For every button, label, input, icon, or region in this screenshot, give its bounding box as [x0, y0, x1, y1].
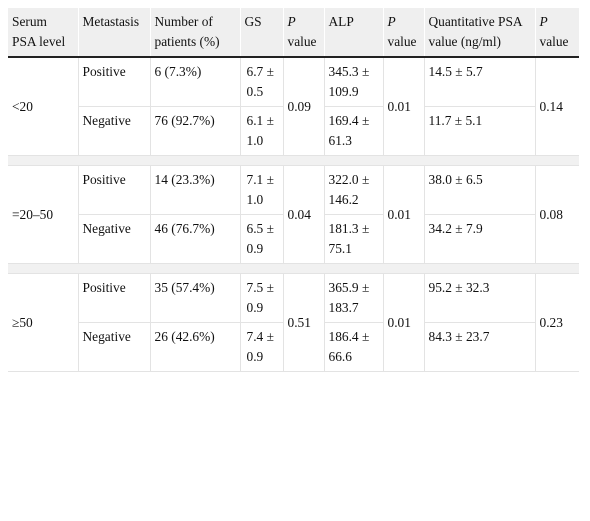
metastasis-cell: Positive — [78, 165, 151, 215]
metastasis-cell: Negative — [78, 106, 151, 156]
table-row: Negative 26 (42.6%) 7.4 ± 0.9 186.4 ± 66… — [8, 322, 579, 372]
gs-cell: 7.4 ± 0.9 — [240, 322, 284, 372]
p-value-alp-cell: 0.01 — [383, 165, 425, 264]
metastasis-cell: Negative — [78, 322, 151, 372]
metastasis-cell: Positive — [78, 57, 151, 107]
gs-cell: 6.1 ± 1.0 — [240, 106, 284, 156]
table-row: =20–50 Positive 14 (23.3%) 7.1 ± 1.0 0.0… — [8, 165, 579, 264]
header-metastasis: Metastasis — [78, 8, 151, 57]
table-row: Negative 46 (76.7%) 6.5 ± 0.9 181.3 ± 75… — [8, 214, 579, 264]
header-p-value-alp: P value — [383, 8, 425, 57]
p-italic: P — [287, 14, 296, 29]
p-value-alp-cell: 0.01 — [383, 57, 425, 156]
p-value-gs-cell: 0.09 — [283, 57, 325, 156]
serum-psa-level-cell: ≥50 — [8, 273, 79, 372]
header-gs: GS — [240, 8, 284, 57]
psa-value-cell: 34.2 ± 7.9 — [424, 214, 536, 264]
p-value-gs-cell: 0.51 — [283, 273, 325, 372]
header-p-value-gs: P value — [283, 8, 325, 57]
serum-psa-level-cell: <20 — [8, 57, 79, 156]
header-p-value-psa: P value — [535, 8, 579, 57]
table-body: <20 Positive 6 (7.3%) 6.7 ± 0.5 0.09 345… — [8, 57, 579, 372]
table-row: ≥50 Positive 35 (57.4%) 7.5 ± 0.9 0.51 3… — [8, 273, 579, 372]
group-separator — [8, 263, 579, 274]
gs-cell: 6.5 ± 0.9 — [240, 214, 284, 264]
alp-cell: 365.9 ± 183.7 — [324, 273, 384, 323]
separator-cell — [8, 263, 579, 274]
patients-cell: 76 (92.7%) — [150, 106, 241, 156]
serum-psa-level-cell: =20–50 — [8, 165, 79, 264]
alp-cell: 169.4 ± 61.3 — [324, 106, 384, 156]
p-italic: P — [387, 14, 396, 29]
gs-cell: 7.5 ± 0.9 — [240, 273, 284, 323]
separator-cell — [8, 155, 579, 166]
table-row: <20 Positive 6 (7.3%) 6.7 ± 0.5 0.09 345… — [8, 57, 579, 156]
psa-value-cell: 95.2 ± 32.3 — [424, 273, 536, 323]
patients-cell: 14 (23.3%) — [150, 165, 241, 215]
p-value-label: value — [539, 34, 569, 49]
group-separator — [8, 155, 579, 166]
header-quantitative-psa: Quantitative PSA value (ng/ml) — [424, 8, 536, 57]
alp-cell: 186.4 ± 66.6 — [324, 322, 384, 372]
alp-cell: 345.3 ± 109.9 — [324, 57, 384, 107]
alp-cell: 181.3 ± 75.1 — [324, 214, 384, 264]
p-value-alp-cell: 0.01 — [383, 273, 425, 372]
psa-metastasis-table: Serum PSA level Metastasis Number of pat… — [8, 8, 579, 372]
p-value-gs-cell: 0.04 — [283, 165, 325, 264]
metastasis-cell: Positive — [78, 273, 151, 323]
p-value-psa-cell: 0.08 — [535, 165, 579, 264]
header-serum-psa-level: Serum PSA level — [8, 8, 79, 57]
header-alp: ALP — [324, 8, 384, 57]
table-header: Serum PSA level Metastasis Number of pat… — [8, 8, 579, 57]
p-value-psa-cell: 0.23 — [535, 273, 579, 372]
p-value-psa-cell: 0.14 — [535, 57, 579, 156]
patients-cell: 46 (76.7%) — [150, 214, 241, 264]
header-number-of-patients: Number of patients (%) — [150, 8, 241, 57]
alp-cell: 322.0 ± 146.2 — [324, 165, 384, 215]
table-row: Negative 76 (92.7%) 6.1 ± 1.0 169.4 ± 61… — [8, 106, 579, 156]
metastasis-cell: Negative — [78, 214, 151, 264]
patients-cell: 6 (7.3%) — [150, 57, 241, 107]
p-italic: P — [539, 14, 548, 29]
patients-cell: 26 (42.6%) — [150, 322, 241, 372]
psa-value-cell: 14.5 ± 5.7 — [424, 57, 536, 107]
gs-cell: 7.1 ± 1.0 — [240, 165, 284, 215]
psa-value-cell: 11.7 ± 5.1 — [424, 106, 536, 156]
patients-cell: 35 (57.4%) — [150, 273, 241, 323]
psa-value-cell: 84.3 ± 23.7 — [424, 322, 536, 372]
p-value-label: value — [287, 34, 317, 49]
p-value-label: value — [387, 34, 417, 49]
gs-cell: 6.7 ± 0.5 — [240, 57, 284, 107]
psa-value-cell: 38.0 ± 6.5 — [424, 165, 536, 215]
